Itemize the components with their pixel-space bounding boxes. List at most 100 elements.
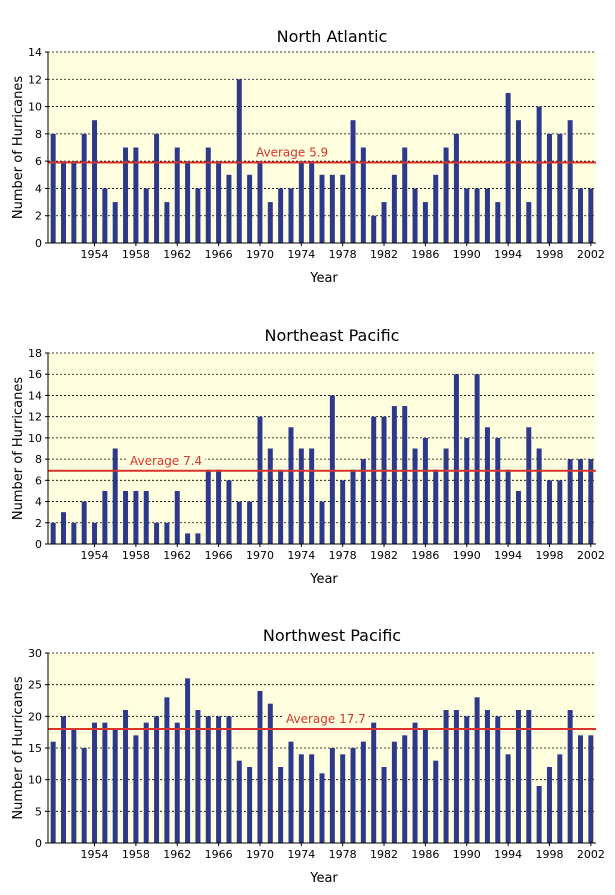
chart-2-x-tick-label: 2002	[577, 549, 605, 562]
chart-1-bar	[588, 188, 594, 243]
chart-2-title: Northeast Pacific	[265, 326, 400, 345]
chart-3-y-tick-label: 15	[28, 742, 42, 755]
chart-1-bar	[391, 174, 397, 243]
chart-1-bar	[350, 120, 356, 243]
chart-2-bar	[371, 416, 377, 544]
chart-2-bar	[216, 469, 222, 544]
chart-3-bar	[61, 716, 67, 843]
chart-2-bar	[412, 448, 418, 544]
chart-2-x-tick-label: 1958	[122, 549, 150, 562]
chart-2-bar	[577, 459, 583, 544]
chart-3-y-tick-label: 5	[35, 805, 42, 818]
chart-3-bar	[143, 722, 149, 843]
chart-1-bar	[526, 202, 532, 243]
chart-1-bar	[443, 147, 449, 243]
chart-3-bar	[557, 754, 563, 843]
chart-2-bar	[71, 522, 77, 544]
chart-1-bar	[484, 188, 490, 243]
chart-2-y-tick-label: 18	[28, 347, 42, 360]
chart-2-x-tick-label: 1978	[329, 549, 357, 562]
chart-3-bar	[247, 767, 253, 843]
chart-1-bar	[185, 161, 191, 243]
chart-1-bar	[577, 188, 583, 243]
chart-1-x-tick-label: 1958	[122, 248, 150, 261]
chart-3-bar	[319, 773, 325, 843]
chart-1-y-tick-label: 12	[28, 73, 42, 86]
chart-2-bar	[340, 480, 346, 544]
chart-3-x-tick-label: 1986	[411, 848, 439, 861]
chart-1-bar	[112, 202, 118, 243]
chart-3-bar	[154, 716, 160, 843]
chart-1-bar	[247, 174, 253, 243]
chart-3-bar	[112, 729, 118, 843]
chart-1-y-axis-label: Number of Hurricanes	[11, 76, 26, 219]
chart-1-bar	[464, 188, 470, 243]
chart-2-bar	[50, 522, 56, 544]
chart-1-bar	[123, 147, 129, 243]
chart-2-y-tick-label: 4	[35, 496, 42, 509]
chart-3-bar	[92, 722, 98, 843]
chart-3-bar	[329, 748, 335, 843]
chart-2-bar	[81, 501, 87, 544]
chart-3-average-label-bg	[283, 711, 369, 725]
chart-2-bar	[557, 480, 563, 544]
chart-1-x-tick-label: 1974	[287, 248, 315, 261]
chart-2-x-axis-label: Year	[309, 572, 338, 587]
chart-2-y-tick-label: 14	[28, 389, 42, 402]
chart-2-bar	[257, 416, 263, 544]
chart-3-bar	[102, 722, 108, 843]
chart-1-bar	[143, 188, 149, 243]
chart-2-bar	[288, 427, 294, 544]
chart-2-x-tick-label: 1970	[246, 549, 274, 562]
chart-3-x-tick-label: 1962	[163, 848, 191, 861]
chart-1-bar	[50, 133, 56, 243]
chart-1-y-tick-label: 14	[28, 46, 42, 59]
chart-1-bar	[453, 133, 459, 243]
chart-3-bar	[412, 722, 418, 843]
chart-2-bar	[309, 448, 315, 544]
chart-1-x-tick-label: 1954	[81, 248, 109, 261]
chart-3-x-tick-label: 1998	[535, 848, 563, 861]
chart-3-y-tick-label: 10	[28, 774, 42, 787]
chart-3-bar	[443, 710, 449, 843]
chart-1-bar	[422, 202, 428, 243]
chart-2-x-tick-label: 1966	[205, 549, 233, 562]
chart-2-x-tick-label: 1954	[81, 549, 109, 562]
chart-3-x-tick-label: 1974	[287, 848, 315, 861]
chart-1-x-tick-label: 2002	[577, 248, 605, 261]
chart-3-bar	[278, 767, 284, 843]
chart-3-bar	[433, 760, 439, 843]
chart-3-bar	[164, 697, 170, 843]
chart-2-bar	[112, 448, 118, 544]
chart-1-x-axis-label: Year	[309, 271, 338, 286]
chart-2-bar	[247, 501, 253, 544]
chart-2-bar	[546, 480, 552, 544]
chart-1-y-tick-label: 8	[35, 128, 42, 141]
chart-1-y-tick-label: 0	[35, 237, 42, 250]
chart-2-bar	[236, 501, 242, 544]
chart-2-x-tick-label: 1990	[453, 549, 481, 562]
chart-2-bar	[195, 533, 201, 544]
chart-1-x-tick-label: 1998	[535, 248, 563, 261]
chart-3-bar	[567, 710, 573, 843]
chart-3-title: Northwest Pacific	[263, 626, 401, 645]
chart-2-bar	[298, 448, 304, 544]
chart-2-bar	[505, 469, 511, 544]
chart-3-average-label: Average 17.7	[286, 712, 366, 726]
chart-1-bar	[205, 147, 211, 243]
chart-1-bar	[133, 147, 139, 243]
chart-3-bar	[464, 716, 470, 843]
chart-2-x-tick-label: 1986	[411, 549, 439, 562]
chart-3-bar	[381, 767, 387, 843]
chart-3-x-tick-label: 1994	[494, 848, 522, 861]
chart-1-bar	[81, 133, 87, 243]
chart-1-bar	[402, 147, 408, 243]
chart-3-bar	[536, 786, 542, 843]
chart-1-average-label-bg	[253, 144, 332, 159]
chart-1-bar	[216, 161, 222, 243]
chart-1-bar	[92, 120, 98, 243]
chart-2-bar	[185, 533, 191, 544]
chart-1-x-tick-label: 1978	[329, 248, 357, 261]
chart-1-bar	[567, 120, 573, 243]
chart-3-bar	[526, 710, 532, 843]
